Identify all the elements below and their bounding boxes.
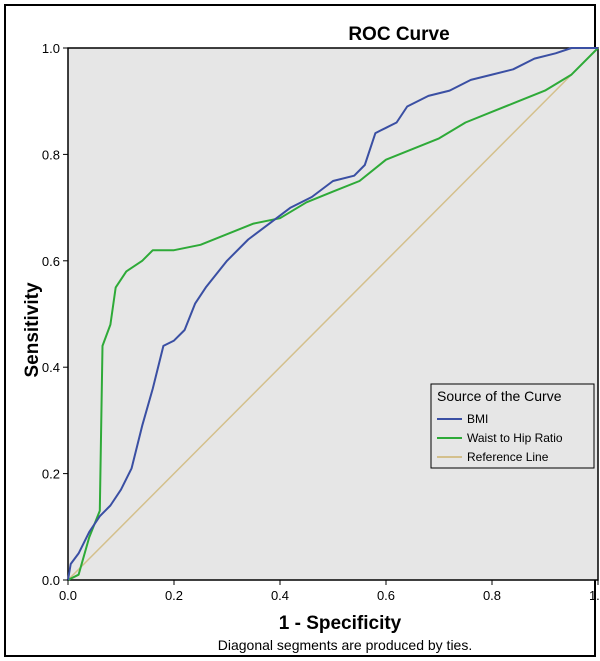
series-layer (67, 47, 599, 581)
y-tick-label: 0.4 (42, 360, 60, 375)
x-tick-label: 0.0 (59, 588, 77, 603)
x-tick-label: 0.8 (483, 588, 501, 603)
footnote: Diagonal segments are produced by ties. (218, 637, 472, 653)
legend-label-whr: Waist to Hip Ratio (467, 431, 563, 445)
x-tick-label: 0.2 (165, 588, 183, 603)
x-tick-label: 0.6 (377, 588, 395, 603)
y-tick-label: 0.2 (42, 467, 60, 482)
legend: Source of the Curve BMI Waist to Hip Rat… (430, 383, 595, 469)
y-tick-label: 1.0 (42, 41, 60, 56)
x-tick-label: 0.4 (271, 588, 289, 603)
y-tick-label: 0.8 (42, 147, 60, 162)
x-axis-label: 1 - Specificity (279, 613, 402, 634)
series-line-bmi (67, 47, 598, 581)
legend-label-bmi: BMI (467, 412, 488, 426)
x-tick-label: 1.0 (589, 588, 600, 603)
legend-title: Source of the Curve (437, 388, 562, 404)
legend-label-reference: Reference Line (467, 450, 549, 464)
axis-layer: 0.0 0.2 0.4 0.6 0.8 1.0 0.0 0.2 0.4 0.6 0.8 1.0 (42, 41, 600, 603)
legend-box (430, 383, 595, 469)
series-line-reference (67, 47, 599, 581)
series-line-waist-to-hip-ratio (67, 47, 599, 581)
y-axis-label: Sensitivity (22, 282, 43, 377)
y-tick-label: 0.0 (42, 573, 60, 588)
chart-title: ROC Curve (348, 24, 449, 45)
y-tick-label: 0.6 (42, 254, 60, 269)
